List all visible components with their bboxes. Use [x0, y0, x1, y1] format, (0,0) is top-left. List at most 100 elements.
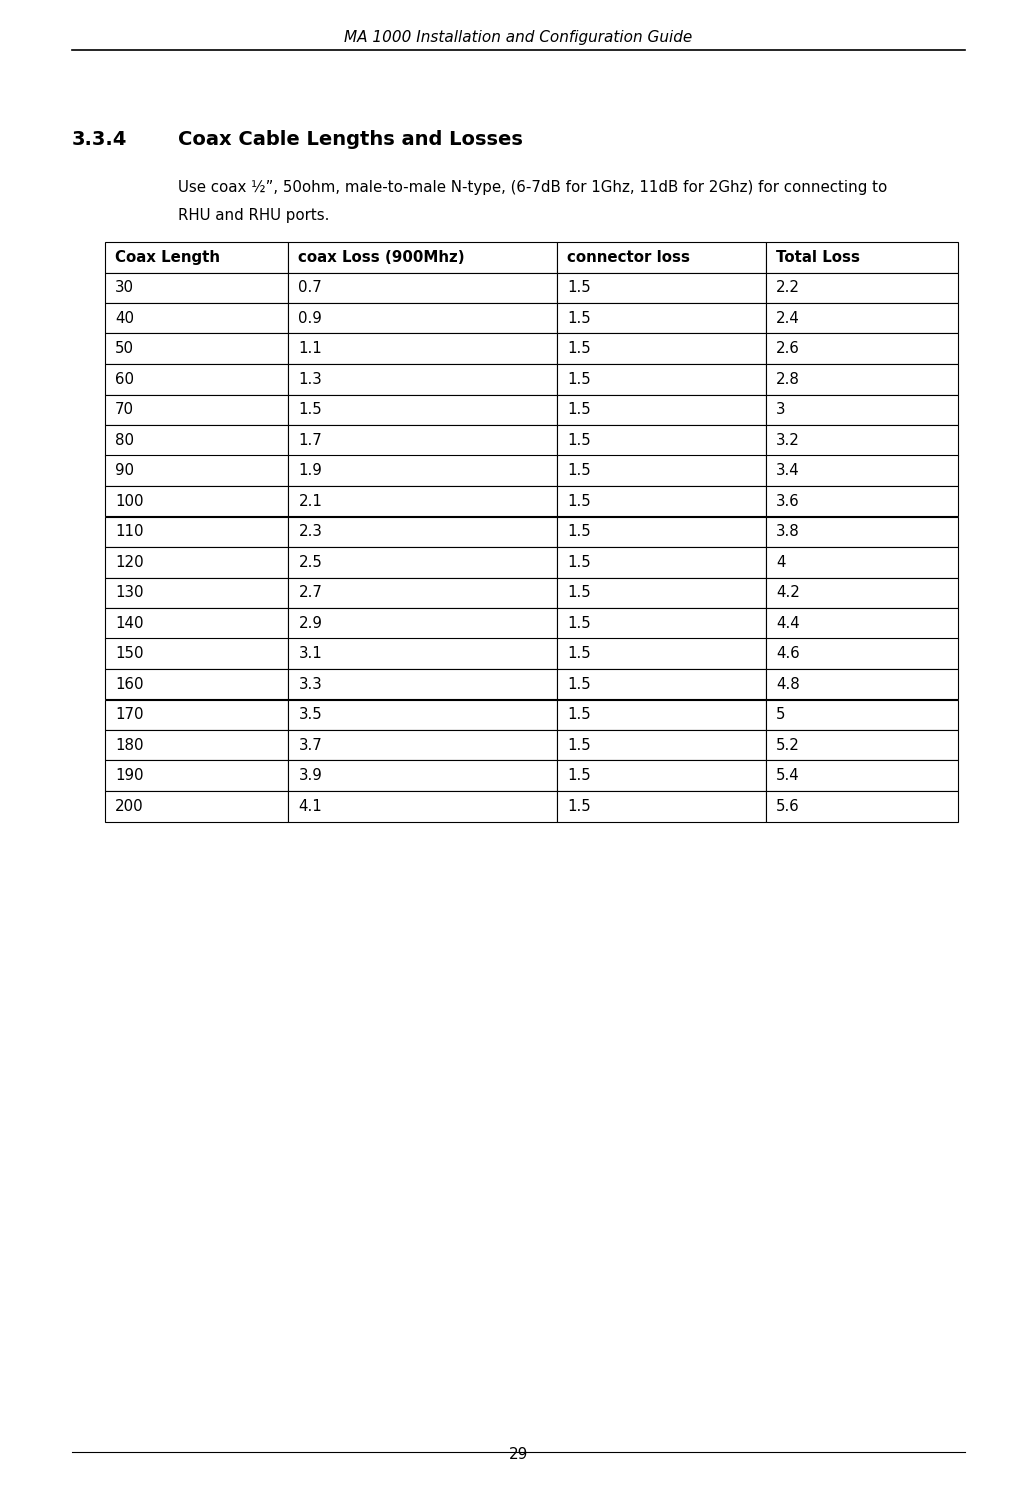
Text: 4: 4 [776, 554, 785, 569]
Bar [557, 730, 766, 760]
Text: 1.9: 1.9 [299, 463, 322, 478]
Bar [557, 669, 766, 699]
Text: 2.4: 2.4 [776, 311, 800, 326]
Bar [105, 273, 289, 302]
Bar [557, 364, 766, 395]
Bar [105, 608, 289, 639]
Text: 100: 100 [115, 493, 144, 508]
Bar [766, 547, 958, 578]
Bar [105, 425, 289, 456]
Text: 140: 140 [115, 615, 144, 630]
Bar [766, 608, 958, 639]
Bar [557, 578, 766, 608]
Bar [557, 425, 766, 456]
Text: 3.9: 3.9 [299, 769, 322, 784]
Text: 2.1: 2.1 [299, 493, 322, 508]
Bar [105, 699, 289, 730]
Text: 1.5: 1.5 [567, 647, 591, 662]
Bar [766, 669, 958, 699]
Bar [289, 395, 557, 425]
Text: 3.6: 3.6 [776, 493, 800, 508]
Bar [289, 517, 557, 547]
Text: 1.5: 1.5 [567, 586, 591, 600]
Text: 3.1: 3.1 [299, 647, 322, 662]
Bar [289, 791, 557, 821]
Bar [557, 699, 766, 730]
Bar [557, 639, 766, 669]
Text: 3.3: 3.3 [299, 676, 322, 691]
Text: 1.5: 1.5 [567, 311, 591, 326]
Bar [766, 395, 958, 425]
Bar [766, 517, 958, 547]
Bar [766, 578, 958, 608]
Text: coax Loss (900Mhz): coax Loss (900Mhz) [299, 250, 465, 265]
Text: 2.2: 2.2 [776, 280, 800, 295]
Bar [105, 456, 289, 486]
Bar [105, 578, 289, 608]
Bar [766, 364, 958, 395]
Bar [289, 364, 557, 395]
Text: 40: 40 [115, 311, 134, 326]
Bar [557, 517, 766, 547]
Text: 1.5: 1.5 [567, 280, 591, 295]
Text: 3.4: 3.4 [776, 463, 800, 478]
Bar [766, 456, 958, 486]
Bar [289, 760, 557, 791]
Bar [766, 639, 958, 669]
Text: 1.5: 1.5 [299, 402, 322, 417]
Text: 1.5: 1.5 [567, 708, 591, 723]
Bar [105, 760, 289, 791]
Text: 3: 3 [776, 402, 785, 417]
Bar [557, 241, 766, 273]
Text: 3.3.4: 3.3.4 [72, 130, 128, 149]
Bar [289, 547, 557, 578]
Bar [105, 302, 289, 334]
Text: 3.7: 3.7 [299, 738, 322, 752]
Text: Total Loss: Total Loss [776, 250, 860, 265]
Text: 5: 5 [776, 708, 785, 723]
Bar [557, 486, 766, 517]
Text: 1.5: 1.5 [567, 402, 591, 417]
Text: 2.8: 2.8 [776, 371, 800, 387]
Bar [289, 639, 557, 669]
Text: 4.1: 4.1 [299, 799, 322, 814]
Bar [105, 364, 289, 395]
Bar [557, 791, 766, 821]
Bar [105, 486, 289, 517]
Text: 170: 170 [115, 708, 144, 723]
Text: 1.5: 1.5 [567, 463, 591, 478]
Text: 1.5: 1.5 [567, 341, 591, 356]
Bar [289, 669, 557, 699]
Bar [289, 486, 557, 517]
Bar [289, 699, 557, 730]
Text: Coax Cable Lengths and Losses: Coax Cable Lengths and Losses [178, 130, 523, 149]
Bar [766, 241, 958, 273]
Text: MA 1000 Installation and Configuration Guide: MA 1000 Installation and Configuration G… [344, 30, 693, 45]
Text: 2.5: 2.5 [299, 554, 322, 569]
Bar [766, 302, 958, 334]
Text: 200: 200 [115, 799, 144, 814]
Bar [105, 639, 289, 669]
Text: 110: 110 [115, 524, 144, 539]
Text: 1.5: 1.5 [567, 738, 591, 752]
Text: 4.4: 4.4 [776, 615, 800, 630]
Bar [105, 547, 289, 578]
Bar [557, 334, 766, 364]
Bar [766, 699, 958, 730]
Text: 5.4: 5.4 [776, 769, 800, 784]
Bar [766, 791, 958, 821]
Text: 60: 60 [115, 371, 134, 387]
Bar [766, 425, 958, 456]
Bar [557, 547, 766, 578]
Text: 30: 30 [115, 280, 134, 295]
Bar [105, 517, 289, 547]
Bar [105, 669, 289, 699]
Bar [105, 334, 289, 364]
Bar [289, 425, 557, 456]
Text: 180: 180 [115, 738, 144, 752]
Text: 4.6: 4.6 [776, 647, 800, 662]
Text: 80: 80 [115, 432, 134, 448]
Text: 160: 160 [115, 676, 144, 691]
Bar [289, 273, 557, 302]
Text: 1.1: 1.1 [299, 341, 322, 356]
